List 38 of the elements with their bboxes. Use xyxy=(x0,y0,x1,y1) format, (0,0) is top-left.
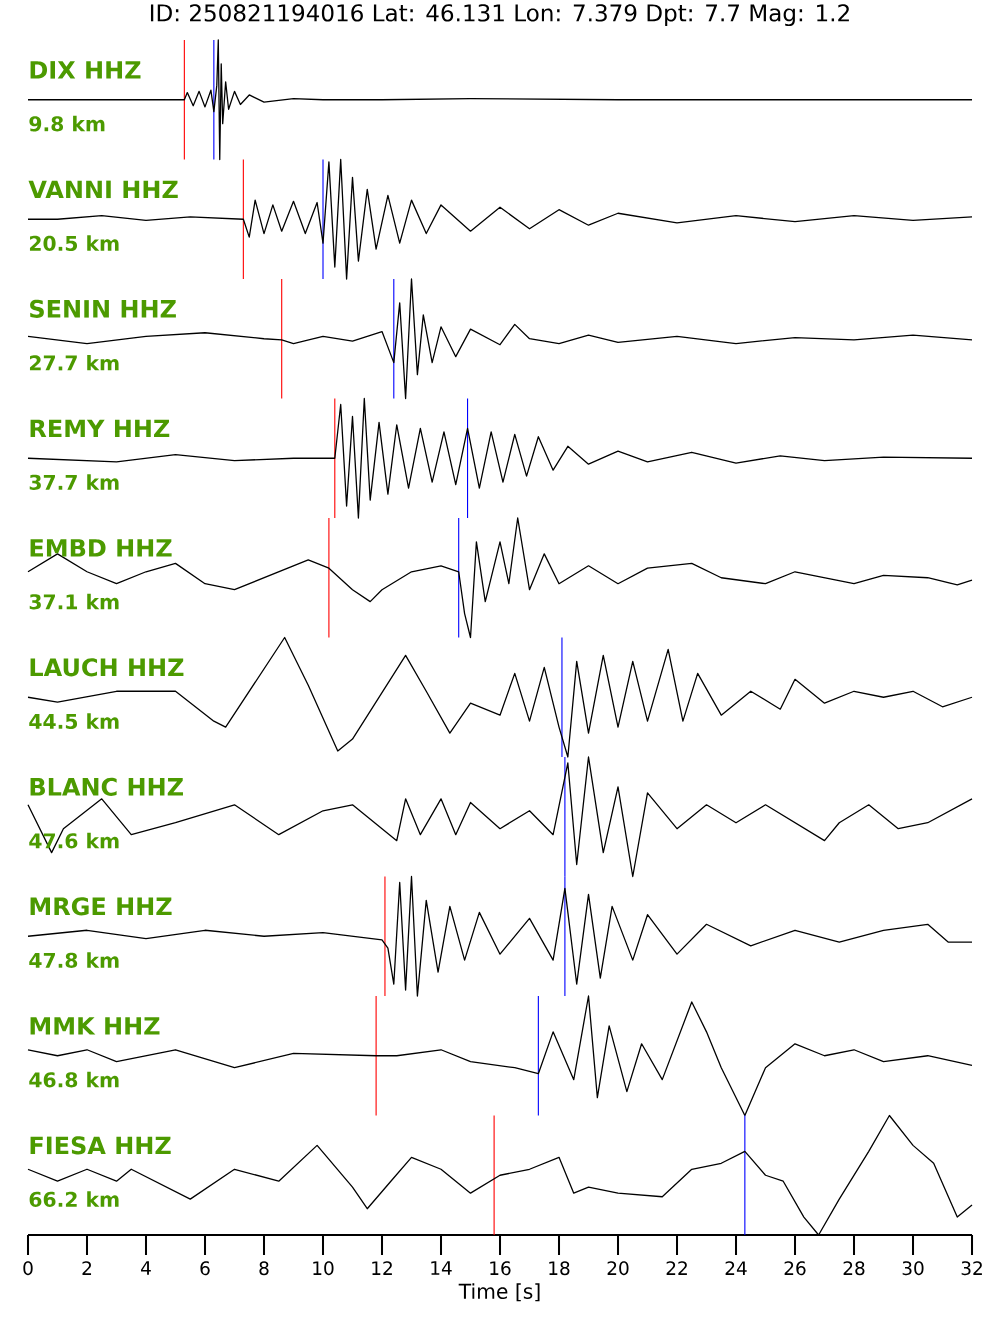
annotation: DIX HHZ xyxy=(30,61,141,79)
x-tick-label: 28 xyxy=(843,1261,865,1276)
annotation: 46.8 km xyxy=(29,1071,119,1088)
x-tick-label: 12 xyxy=(372,1261,392,1275)
annotation: 27.7 km xyxy=(29,354,119,371)
x-tick-label: 30 xyxy=(902,1261,924,1276)
x-tick-label: 26 xyxy=(784,1261,806,1276)
annotation: 9.8 km xyxy=(29,115,105,132)
annotation: 66.2 km xyxy=(29,1191,119,1207)
annotation: BLANC HHZ xyxy=(30,777,183,796)
x-tick-label: 0 xyxy=(23,1261,33,1276)
annotation: EMBD HHZ xyxy=(30,539,172,557)
annotation: 20.5 km xyxy=(29,235,119,251)
x-tick-label: 24 xyxy=(725,1261,747,1275)
annotation: REMY HHZ xyxy=(30,419,170,438)
annotation: VANNI HHZ xyxy=(28,180,178,199)
x-tick-label: 4 xyxy=(141,1261,151,1275)
x-tick-label: 20 xyxy=(607,1261,629,1276)
annotation: 37.1 km xyxy=(29,593,119,610)
chart-title: ID: 250821194016 Lat: 46.131 Lon: 7.379 Dpt: 7.7 Mag: 1.2 xyxy=(150,4,849,27)
annotation: 47.8 km xyxy=(29,952,119,968)
x-tick-label: 6 xyxy=(200,1261,210,1276)
annotation: 44.5 km xyxy=(29,713,119,729)
x-tick-label: 2 xyxy=(82,1261,92,1275)
x-tick-label: 18 xyxy=(549,1261,570,1276)
x-tick-label: 16 xyxy=(490,1261,511,1276)
x-tick-label: 32 xyxy=(961,1261,982,1276)
x-tick-label: 14 xyxy=(431,1261,452,1275)
annotation: MRGE HHZ xyxy=(30,897,172,916)
x-tick-label: 8 xyxy=(259,1261,269,1276)
x-axis-title: Time [s] xyxy=(458,1283,540,1302)
annotation: 37.7 km xyxy=(29,474,119,490)
annotation: LAUCH HHZ xyxy=(30,658,184,677)
x-tick-label: 22 xyxy=(666,1261,687,1275)
annotation: FIESA HHZ xyxy=(30,1136,171,1155)
annotation: MMK HHZ xyxy=(30,1017,160,1035)
annotation: SENIN HHZ xyxy=(30,299,176,318)
x-tick-label: 10 xyxy=(313,1261,334,1276)
